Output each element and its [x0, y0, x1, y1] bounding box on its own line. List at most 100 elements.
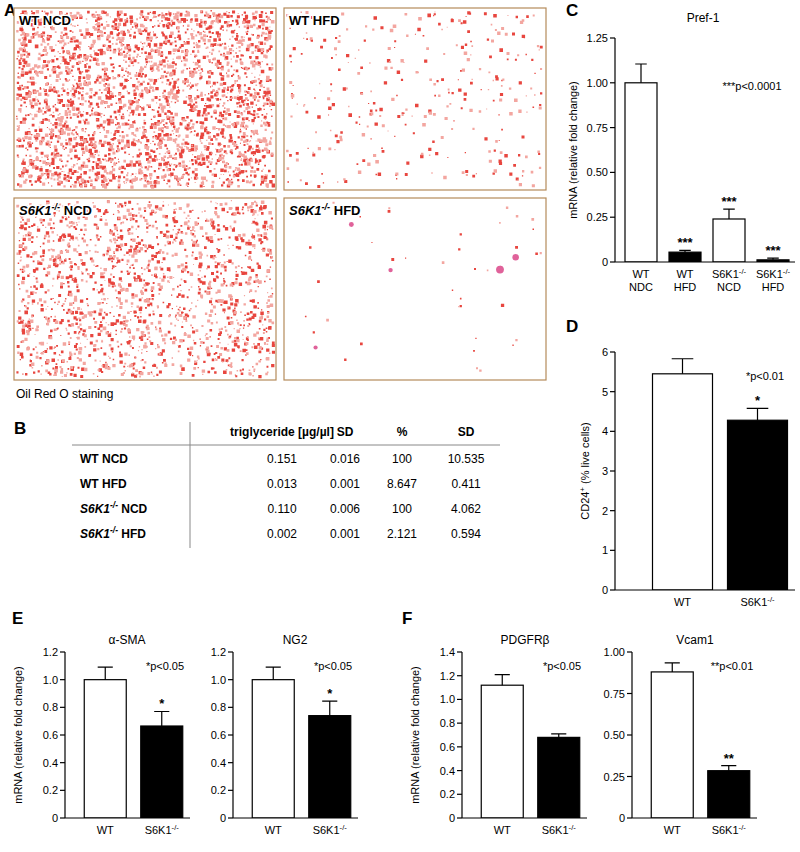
- text-part: WT: [494, 824, 511, 836]
- superscript: -/-: [110, 500, 118, 510]
- x-tick-label: WT: [494, 824, 511, 836]
- image-label: WT NCD: [19, 13, 71, 28]
- table-cell: 0.002: [267, 527, 297, 541]
- text-part: S6K1: [19, 203, 52, 218]
- stain-texture: [326, 202, 542, 372]
- superscript: -/-: [569, 823, 577, 832]
- text-part: S6K1: [289, 203, 322, 218]
- y-tick: [228, 707, 233, 708]
- text-part: change): [12, 666, 24, 709]
- text-part: NCD: [39, 13, 71, 28]
- y-tick: [627, 776, 632, 777]
- y-tick-label: 0.2: [440, 788, 455, 800]
- text-part: WT: [632, 268, 649, 280]
- y-tick: [610, 391, 615, 392]
- text-part: WT: [664, 824, 681, 836]
- bar-chart: 00.250.500.751.00WTS6K1-/-**Vcam1**p<0.0…: [604, 633, 757, 836]
- y-tick: [610, 172, 615, 173]
- significance-mark: *: [755, 393, 761, 408]
- y-tick-label: 1.4: [440, 646, 455, 658]
- image-label: S6K1-/- NCD: [19, 202, 92, 218]
- bar-chart: 00.250.500.751.001.25WTNDCWTHFDS6K1-/-NC…: [567, 11, 795, 293]
- y-tick: [60, 790, 65, 791]
- y-tick-label: 1.0: [440, 693, 455, 705]
- y-tick-label: 0: [449, 812, 455, 824]
- superscript: -/-: [767, 595, 775, 604]
- bar: [538, 737, 580, 818]
- error-bar: [721, 766, 736, 771]
- bar: [713, 219, 745, 262]
- y-tick-label: 2: [602, 505, 608, 517]
- table-cell: 0.001: [330, 527, 360, 541]
- text-part: WT: [80, 477, 99, 491]
- figure: ABCDEFWT NCDWT HFDS6K1-/- NCDS6K1-/- HFD…: [0, 0, 800, 852]
- text-part: NCD: [717, 281, 741, 293]
- y-tick: [457, 794, 462, 795]
- y-tick: [457, 770, 462, 771]
- error-bar: [635, 64, 647, 83]
- image-frame: [284, 198, 546, 380]
- text-part: S6K1: [542, 824, 569, 836]
- stain-texture: [16, 10, 275, 188]
- text-part: S6K1: [80, 502, 110, 516]
- y-tick: [457, 723, 462, 724]
- y-tick: [228, 651, 233, 652]
- stain-texture: [388, 268, 392, 272]
- x-axis: [632, 817, 757, 818]
- table-header: %: [397, 425, 408, 439]
- superscript: -/-: [783, 267, 791, 276]
- y-tick: [610, 550, 615, 551]
- text-part: fold: [12, 709, 24, 730]
- text-part: NCD: [99, 452, 129, 466]
- bar: [252, 680, 294, 818]
- x-tick-label: S6K1-/-NCD: [712, 267, 747, 293]
- y-tick-label: 1.00: [604, 646, 625, 658]
- x-tick-label: WT: [674, 596, 691, 608]
- y-tick-label: 1: [602, 544, 608, 556]
- y-tick: [610, 351, 615, 352]
- text-part: CD24: [579, 492, 591, 520]
- text-part: change): [409, 666, 421, 709]
- panel-letter: C: [566, 1, 578, 20]
- y-tick: [60, 762, 65, 763]
- x-tick-label: WT: [265, 824, 282, 836]
- y-tick-label: 0: [602, 256, 608, 268]
- bar: [651, 672, 693, 818]
- y-tick: [627, 651, 632, 652]
- superscript: -/-: [110, 525, 118, 535]
- text-part: NCD: [60, 203, 92, 218]
- text-part: HFD: [674, 281, 697, 293]
- text-part: S6K1: [145, 824, 172, 836]
- y-tick: [610, 510, 615, 511]
- table-cell: 0.110: [267, 502, 296, 516]
- table-cell: 10.535: [448, 452, 485, 466]
- error-bar: [672, 359, 694, 374]
- plot-marks: [252, 667, 351, 818]
- text-part: mRNA: [567, 186, 579, 219]
- y-tick-label: 6: [602, 346, 608, 358]
- table-row-label: WT NCD: [80, 452, 128, 466]
- significance-mark: ***: [721, 194, 737, 209]
- table-cell: 2.121: [387, 527, 417, 541]
- panel-letter: F: [402, 609, 412, 628]
- superscript: -/-: [52, 202, 61, 212]
- image-frame: [284, 8, 546, 190]
- y-tick-label: 0: [619, 812, 625, 824]
- significance-mark: ***: [765, 243, 781, 258]
- y-tick: [627, 693, 632, 694]
- superscript: -/-: [322, 202, 331, 212]
- y-axis-label: CD24+ (% live cells): [578, 422, 591, 519]
- table-cell: 100: [392, 452, 412, 466]
- text-part: NCD: [118, 502, 148, 516]
- y-tick: [627, 734, 632, 735]
- annotation: *p<0.01: [746, 370, 784, 382]
- error-bar: [495, 675, 510, 686]
- bar: [728, 420, 788, 590]
- y-tick-label: 0.6: [211, 729, 226, 741]
- bar: [669, 252, 701, 262]
- y-tick: [228, 734, 233, 735]
- y-tick-label: 1.2: [211, 646, 226, 658]
- x-tick-label: S6K1-/-: [313, 823, 348, 836]
- y-tick: [60, 817, 65, 818]
- text-part: S6K1: [712, 824, 739, 836]
